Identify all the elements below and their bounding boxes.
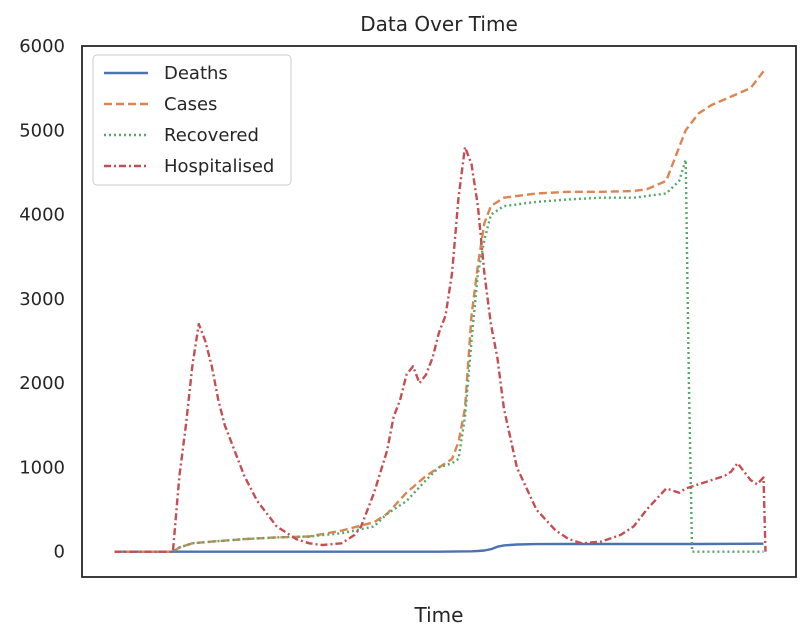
legend-label-hospitalised: Hospitalised <box>164 156 274 177</box>
y-tick-label: 0 <box>54 542 65 563</box>
chart-title: Data Over Time <box>360 12 518 36</box>
series-line-recovered <box>114 158 764 553</box>
legend: Deaths Cases Recovered Hospitalised <box>92 54 292 186</box>
series-line-hospitalised <box>114 145 767 553</box>
y-tick-label: 2000 <box>19 373 65 394</box>
x-axis-label: Time <box>414 603 464 627</box>
y-tick-label: 1000 <box>19 457 65 478</box>
y-tick-label: 5000 <box>19 120 65 141</box>
legend-box <box>92 54 292 186</box>
y-tick-label: 6000 <box>19 36 65 57</box>
plot-frame <box>81 45 797 578</box>
y-tick-label: 3000 <box>19 289 65 310</box>
plot-lines <box>114 70 767 553</box>
y-axis-ticks: 0 1000 2000 3000 4000 5000 6000 <box>19 36 65 563</box>
legend-label-recovered: Recovered <box>164 125 259 146</box>
legend-label-cases: Cases <box>164 94 217 115</box>
y-tick-label: 4000 <box>19 205 65 226</box>
series-line-deaths <box>114 542 764 553</box>
legend-label-deaths: Deaths <box>164 63 228 84</box>
